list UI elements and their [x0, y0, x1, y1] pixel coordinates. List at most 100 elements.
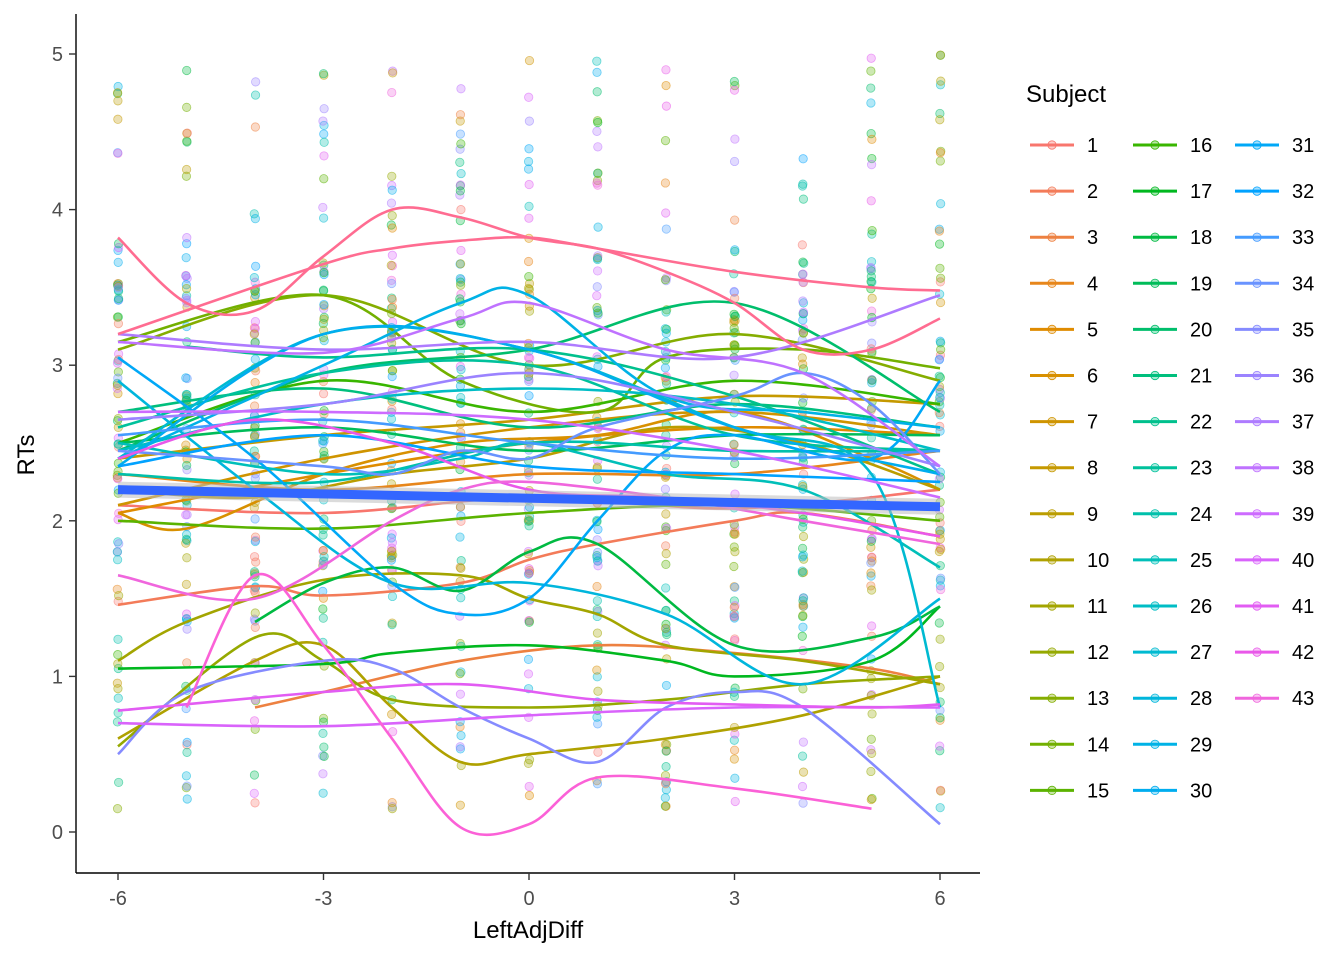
scatter-point — [798, 269, 808, 279]
scatter-point — [661, 680, 672, 691]
legend-key-point — [1047, 416, 1057, 427]
legend-label: 15 — [1087, 780, 1109, 802]
series-line-26 — [117, 387, 941, 453]
scatter-point — [455, 157, 465, 167]
scatter-point — [318, 545, 329, 556]
scatter-point — [592, 87, 602, 97]
overall-trend — [117, 481, 941, 515]
legend-item-10: 10 — [1030, 550, 1109, 572]
legend-label: 41 — [1292, 596, 1314, 618]
scatter-point — [319, 151, 329, 161]
scatter-point — [318, 202, 328, 213]
scatter-point — [934, 226, 945, 236]
scatter-point — [319, 268, 329, 278]
scatter-point — [867, 748, 877, 758]
legend-item-2: 2 — [1030, 181, 1098, 203]
legend-key-point — [1252, 370, 1262, 381]
scatter-point — [730, 773, 740, 783]
scatter-point — [662, 739, 672, 750]
scatter-point — [592, 672, 602, 682]
scatter-point — [730, 215, 740, 225]
scatter-point — [934, 355, 944, 365]
scatter-point — [387, 211, 397, 221]
y-ticks: 0 1 2 3 4 5 — [52, 44, 76, 844]
scatter-point — [592, 302, 602, 313]
scatter-point — [249, 273, 259, 283]
scatter-point — [730, 245, 740, 255]
legend-label: 11 — [1087, 596, 1108, 618]
legend-key-point — [1252, 693, 1262, 703]
legend-key-point — [1047, 463, 1057, 473]
scatter-point — [866, 266, 876, 276]
scatter-point — [593, 251, 603, 261]
legend-label: 3 — [1087, 227, 1098, 249]
series-line-37 — [117, 293, 941, 361]
scatter-point — [935, 746, 945, 756]
scatter-point — [524, 568, 534, 578]
scatter-point — [730, 729, 740, 739]
scatter-point — [249, 770, 260, 780]
scatter-point — [455, 273, 465, 284]
scatter-point — [182, 233, 192, 243]
legend-item-34: 34 — [1235, 273, 1314, 295]
scatter-point — [250, 798, 260, 808]
scatter-point — [113, 114, 123, 124]
x-tick-label: -3 — [315, 888, 333, 910]
legend-key-point — [1252, 601, 1262, 611]
scatter-point — [935, 715, 945, 725]
scatter-point — [456, 168, 466, 179]
scatter-point — [524, 376, 534, 386]
scatter-point — [798, 601, 808, 611]
series-line-12 — [117, 632, 941, 748]
scatter-point — [455, 532, 465, 542]
scatter-point — [112, 678, 122, 688]
series-line-21 — [117, 386, 941, 429]
scatter-point — [112, 358, 123, 368]
scatter-point — [660, 623, 671, 633]
legend-item-38: 38 — [1235, 458, 1314, 480]
scatter-point — [799, 567, 809, 577]
scatter-point — [524, 116, 534, 126]
scatter-point — [250, 122, 260, 132]
scatter-point — [113, 312, 123, 322]
legend-label: 28 — [1190, 688, 1212, 710]
legend-key-point — [1047, 232, 1057, 242]
scatter-point — [456, 280, 466, 290]
scatter-point — [182, 747, 192, 757]
scatter-point — [250, 90, 261, 100]
scatter-point — [456, 593, 466, 603]
scatter-point — [181, 253, 191, 263]
scatter-point — [593, 686, 603, 696]
scatter-point — [319, 137, 329, 147]
scatter-point — [660, 324, 670, 334]
legend-key-point — [1150, 555, 1160, 565]
scatter-point — [592, 67, 602, 77]
legend-key-point — [1047, 739, 1057, 749]
legend-label: 31 — [1292, 135, 1314, 157]
scatter-point — [661, 559, 671, 569]
scatter-point — [249, 323, 260, 333]
scatter-point — [592, 581, 602, 592]
scatter-point — [593, 747, 603, 757]
scatter-point — [251, 77, 261, 87]
axes — [75, 14, 980, 874]
scatter-point — [456, 84, 466, 94]
legend-item-41: 41 — [1235, 596, 1314, 618]
scatter-point — [113, 148, 123, 158]
scatter-point — [866, 734, 876, 744]
scatter-point — [935, 156, 945, 166]
scatter-point — [181, 534, 191, 544]
scatter-point — [523, 353, 534, 363]
scatter-point — [250, 377, 260, 388]
scatter-point — [866, 766, 876, 777]
scatter-point — [592, 474, 602, 484]
scatter-point — [593, 142, 603, 152]
scatter-point — [660, 484, 670, 494]
scatter-point — [935, 393, 946, 403]
legend-label: 12 — [1087, 642, 1109, 664]
legend-label: 17 — [1190, 181, 1212, 203]
scatter-point — [935, 803, 945, 813]
scatter-point — [592, 291, 602, 301]
scatter-point — [867, 621, 877, 631]
legend-item-13: 13 — [1030, 688, 1109, 710]
